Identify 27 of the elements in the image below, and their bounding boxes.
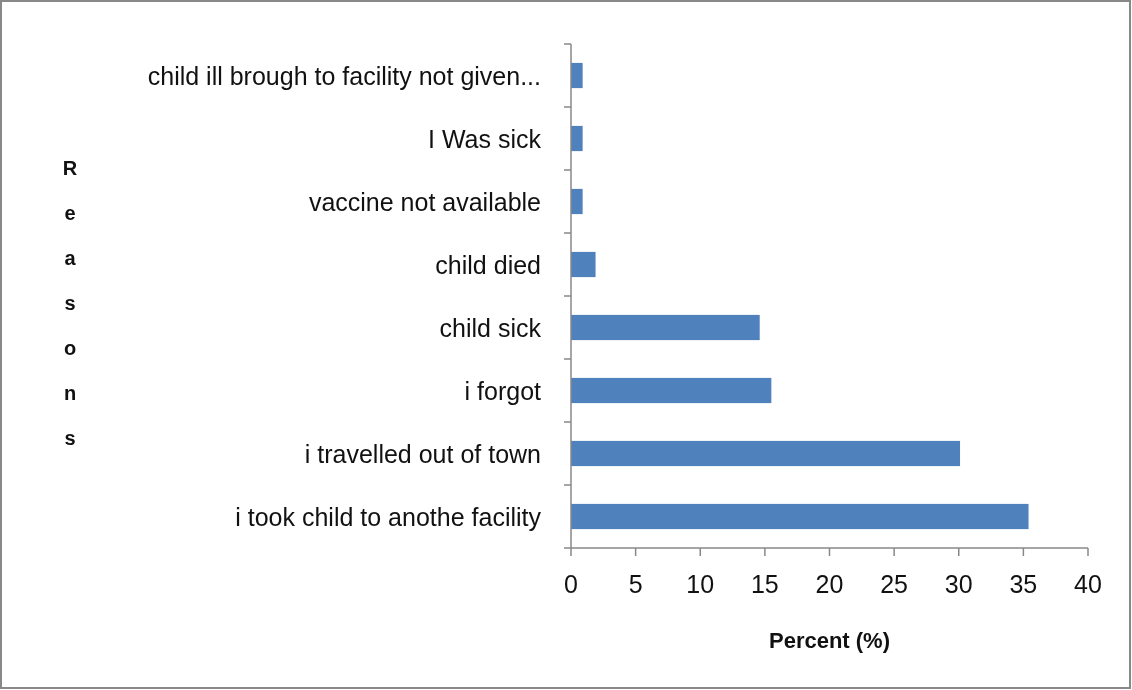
bar (571, 125, 583, 152)
y-tick-label: vaccine not available (308, 187, 541, 216)
bar (571, 440, 961, 467)
x-axis-title: Percent (%) (768, 628, 891, 653)
bar (571, 62, 583, 89)
y-tick-label: I Was sick (428, 124, 542, 153)
x-tick-label: 35 (1009, 570, 1038, 598)
bar (571, 251, 596, 278)
x-tick-label: 10 (686, 570, 715, 598)
x-tick-label: 30 (944, 570, 973, 598)
x-tick-label: 40 (1074, 570, 1102, 598)
y-axis-title: Reasons (62, 157, 78, 449)
x-tick-label: 5 (628, 570, 643, 598)
y-tick-label: child ill brough to facility not given... (147, 61, 541, 90)
x-tick-label: 20 (815, 570, 844, 598)
y-tick-label: i forgot (464, 376, 542, 405)
y-tick-label: child sick (439, 313, 542, 342)
bar (571, 188, 583, 215)
x-tick-label: 0 (564, 570, 578, 598)
bar (571, 314, 760, 341)
y-tick-label: i travelled out of town (304, 439, 541, 468)
x-tick-label: 15 (750, 570, 779, 598)
bar (571, 503, 1029, 530)
y-tick-label: child died (435, 250, 541, 279)
x-tick-label: 25 (880, 570, 909, 598)
bar (571, 377, 772, 404)
y-tick-label: i took child to anothe facility (235, 502, 542, 531)
